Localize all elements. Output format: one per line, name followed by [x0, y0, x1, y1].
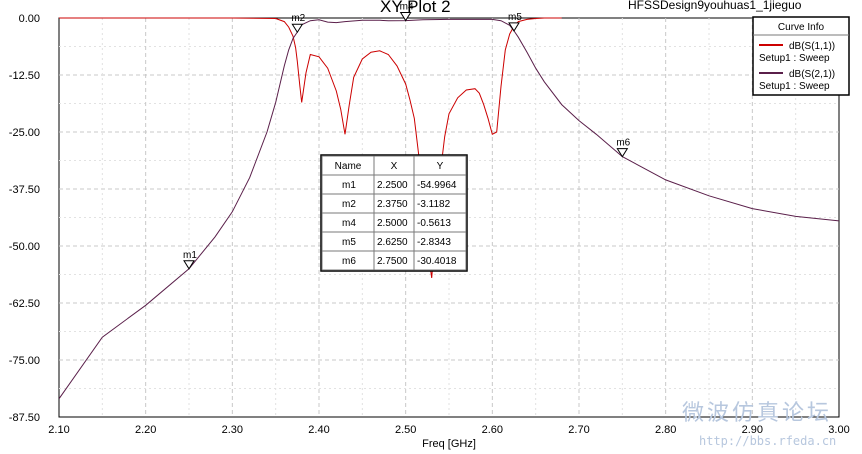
legend-entry-setup: Setup1 : Sweep: [759, 53, 830, 64]
marker-table-value: -3.1182: [417, 199, 451, 210]
x-axis-ticks: 2.10 2.20 2.30 2.40 2.50 2.60 2.70 2.80 2.90 3.00: [48, 424, 849, 436]
x-tick-label: 2.60: [482, 424, 503, 436]
marker-table-header: Y: [437, 161, 444, 172]
marker-m4[interactable]: [399, 12, 412, 22]
marker-table-value: 2.6250: [377, 237, 408, 248]
x-tick-label: 2.50: [395, 424, 416, 436]
series-line-s11: [59, 17, 562, 278]
marker-m5[interactable]: [508, 22, 520, 32]
y-tick-label: -75.00: [9, 355, 40, 367]
legend-entry-name: dB(S(1,1)): [789, 41, 835, 52]
legend-entry-setup: Setup1 : Sweep: [759, 81, 830, 92]
y-tick-label: -87.50: [9, 412, 40, 424]
marker-table-value: -2.8343: [417, 237, 451, 248]
grid-lines: [59, 18, 839, 417]
x-tick-label: 2.30: [222, 424, 243, 436]
marker-table-value: -54.9964: [417, 180, 457, 191]
x-tick-label: 2.40: [308, 424, 329, 436]
x-tick-label: 2.80: [655, 424, 676, 436]
y-tick-label: -12.50: [9, 70, 40, 82]
watermark-text: 微波仿真论坛: [682, 401, 832, 426]
marker-table-value: 2.2500: [377, 180, 408, 191]
marker-label-m2: m2: [291, 13, 305, 24]
y-tick-label: 0.00: [19, 13, 40, 25]
marker-table-cell: [413, 250, 467, 271]
marker-table-value: m4: [342, 218, 356, 229]
y-tick-label: -25.00: [9, 127, 40, 139]
marker-table-header: X: [391, 161, 398, 172]
marker-table-value: m6: [342, 256, 356, 267]
marker-table-value: -30.4018: [417, 256, 457, 267]
marker-m6[interactable]: [616, 148, 629, 158]
marker-table[interactable]: Name X Ym1 2.2500 -54.9964 m2 2.3750 -3.1182 m4 2…: [320, 154, 468, 272]
legend-frame: [752, 16, 850, 96]
y-tick-label: -62.50: [9, 298, 40, 310]
x-tick-label: 2.70: [568, 424, 589, 436]
x-axis-label: Freq [GHz]: [422, 438, 476, 450]
y-tick-label: -37.50: [9, 184, 40, 196]
marker-label-m4: m4: [400, 2, 414, 13]
marker-table-value: m5: [342, 237, 356, 248]
design-name: HFSSDesign9youhuas1_1jieguo: [628, 0, 802, 12]
marker-table-value: -0.5613: [417, 218, 451, 229]
marker-layer: m1 m2 m4 m5 m6: [183, 2, 631, 270]
series-layer: [59, 17, 839, 400]
x-tick-label: 2.10: [48, 424, 69, 436]
marker-label-m6: m6: [616, 138, 630, 149]
marker-label-m5: m5: [508, 12, 522, 23]
chart-title: XY Plot 2: [380, 0, 451, 16]
x-tick-label: 3.00: [828, 424, 849, 436]
marker-table-value: m1: [342, 180, 356, 191]
x-tick-label: 2.90: [742, 424, 763, 436]
legend-entry-name: dB(S(2,1)): [789, 69, 835, 80]
watermark-url: http://bbs.rfeda.cn: [699, 434, 836, 448]
marker-m1[interactable]: [183, 260, 195, 270]
marker-table-value: 2.7500: [377, 256, 408, 267]
marker-table-value: m2: [342, 199, 356, 210]
series-line-s21: [59, 18, 839, 400]
marker-m2[interactable]: [291, 23, 304, 34]
marker-label-m1: m1: [183, 250, 197, 261]
y-tick-label: -50.00: [9, 241, 40, 253]
x-tick-label: 2.20: [135, 424, 156, 436]
legend-title: Curve Info: [778, 22, 825, 33]
marker-table-value: 2.3750: [377, 199, 408, 210]
marker-table-value: 2.5000: [377, 218, 408, 229]
marker-table-header: Name: [335, 161, 362, 172]
y-axis-ticks: 0.00 -12.50 -25.00 -37.50 -50.00 -62.50 -75.00…: [9, 13, 40, 424]
